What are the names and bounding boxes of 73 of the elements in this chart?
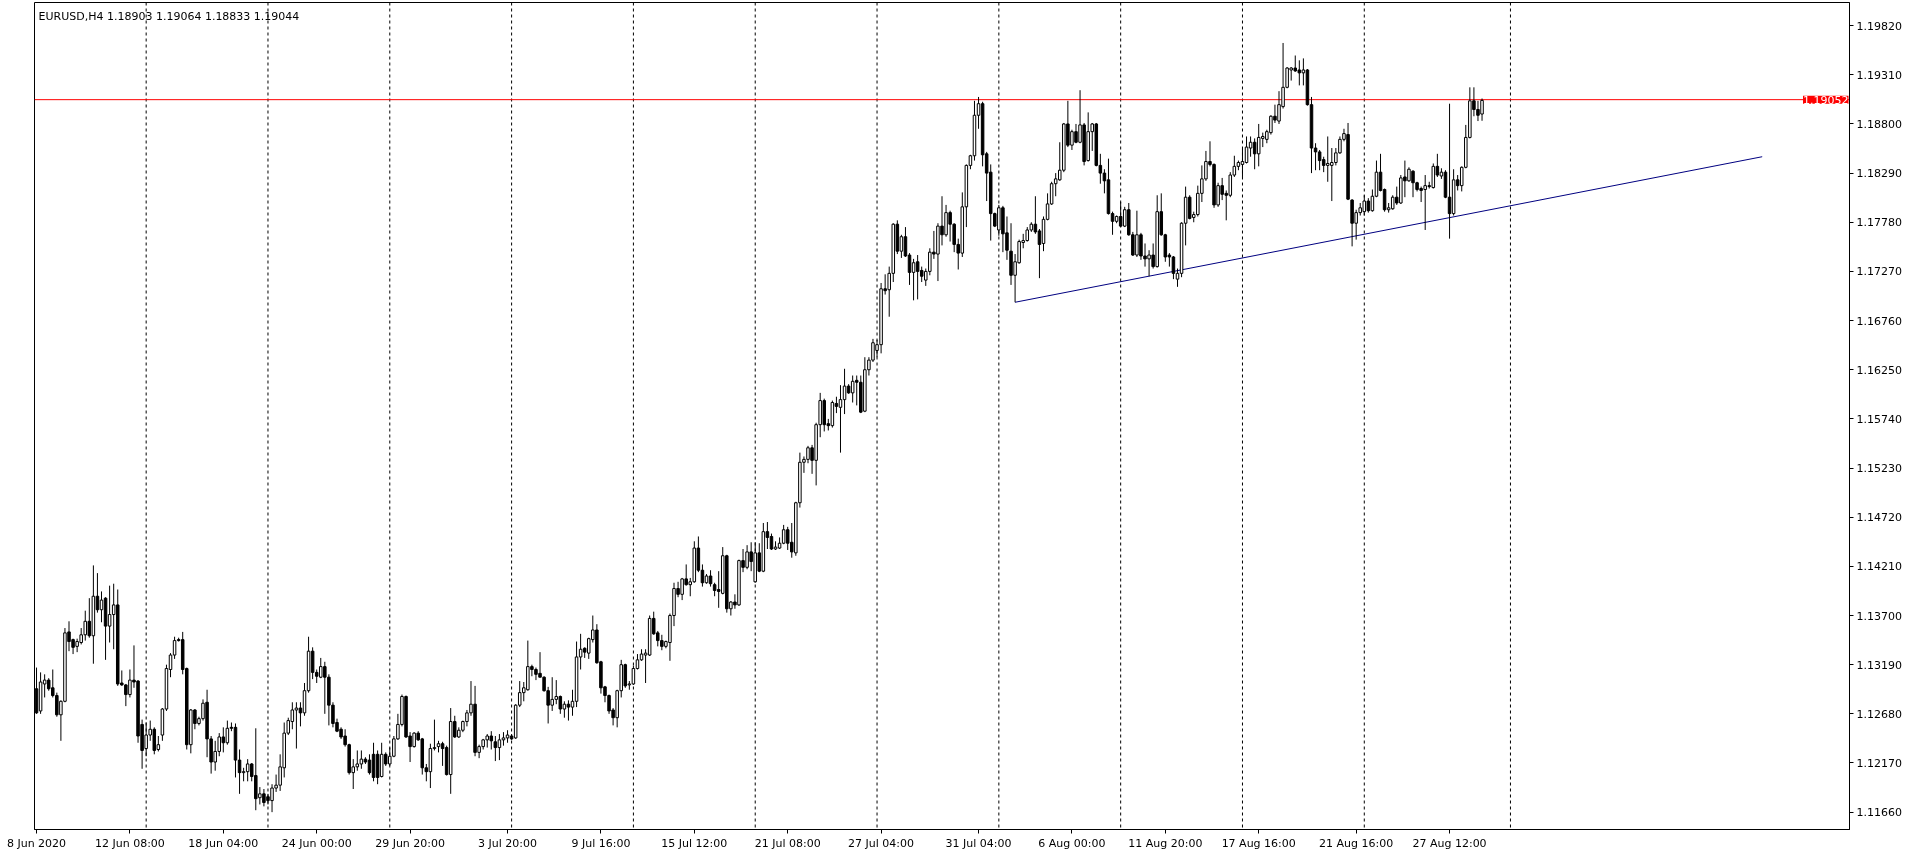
candlestick [428,743,433,789]
y-tick-label: 1.13190 [1856,658,1902,672]
y-tick-label: 1.12680 [1856,707,1902,721]
candlestick [1171,255,1176,280]
y-tick-label: 1.17780 [1856,216,1902,230]
x-tick-label: 27 Aug 12:00 [1412,836,1487,850]
x-tick-label: 15 Jul 12:00 [661,836,728,850]
candlestick [87,597,92,639]
candlestick [221,726,226,753]
candlestick [375,749,380,785]
candlestick [842,368,847,415]
y-tick-label: 1.11660 [1856,806,1902,820]
candlestick [911,258,916,301]
y-tick-label: 1.14720 [1856,511,1902,525]
candlestick [830,400,835,429]
x-tick-label: 21 Aug 16:00 [1319,836,1394,850]
candlestick [948,210,952,243]
y-tick-label: 1.18800 [1856,117,1902,131]
candlestick [294,701,299,750]
x-tick-label: 3 Jul 20:00 [478,836,538,850]
x-tick-label: 21 Jul 08:00 [754,836,821,850]
x-tick-label: 18 Jun 04:00 [188,836,259,850]
x-tick-label: 12 Jun 08:00 [94,836,165,850]
x-tick-label: 24 Jun 00:00 [281,836,352,850]
candlestick [1147,249,1151,277]
y-tick-label: 1.19310 [1856,68,1902,82]
y-tick-label: 1.17270 [1856,265,1902,279]
x-tick-label: 31 Jul 04:00 [945,836,1012,850]
y-tick-label: 1.15740 [1856,412,1902,426]
candlestick [838,384,843,454]
y-tick-label: 1.15230 [1856,462,1902,476]
y-tick-label: 1.16250 [1856,363,1902,377]
candlestick [915,254,920,300]
y-tick-label: 1.13700 [1856,609,1902,623]
candlestick [1187,194,1192,220]
x-tick-label: 11 Aug 20:00 [1128,836,1203,850]
candlestick [1135,210,1139,258]
candlestick [1423,174,1427,231]
candlestick [1317,149,1322,171]
x-tick-label: 8 Jun 2020 [6,836,67,850]
candlestick [550,676,554,712]
candlestick [493,735,498,762]
candlestick [99,590,104,623]
candlestick [566,699,571,722]
x-tick-label: 29 Jun 20:00 [375,836,446,850]
y-tick-label: 1.16760 [1856,314,1902,328]
candlestick [75,638,79,653]
candlestick [1480,98,1484,122]
candlestick [745,544,749,570]
candlestick [1252,137,1257,170]
candlestick [1431,162,1436,190]
candlestick [144,722,148,757]
candlestick [1256,123,1261,167]
candlestick [1297,59,1302,86]
y-tick-label: 1.19820 [1856,19,1902,33]
candlestick [83,610,88,642]
text: EURUSD,H4 1.18903 1.19064 1.18833 1.19044 [38,9,300,23]
candlestick [1330,147,1334,202]
x-tick-label: 27 Jul 04:00 [848,836,915,850]
candlestick [489,730,494,750]
candlestick [379,742,384,778]
candlestick [1419,186,1423,203]
candlestick [213,740,217,772]
ref-line-label: 1.19052 [1803,93,1849,107]
y-tick-label: 1.18290 [1856,167,1902,181]
x-tick-label: 9 Jul 16:00 [571,836,631,850]
candlestick [526,640,530,692]
y-tick-label: 1.12170 [1856,756,1902,770]
x-tick-label: 6 Aug 00:00 [1038,836,1106,850]
x-tick-label: 17 Aug 16:00 [1221,836,1296,850]
y-tick-label: 1.14210 [1856,560,1902,574]
candlestick [254,727,258,811]
candlestick [1411,169,1415,198]
